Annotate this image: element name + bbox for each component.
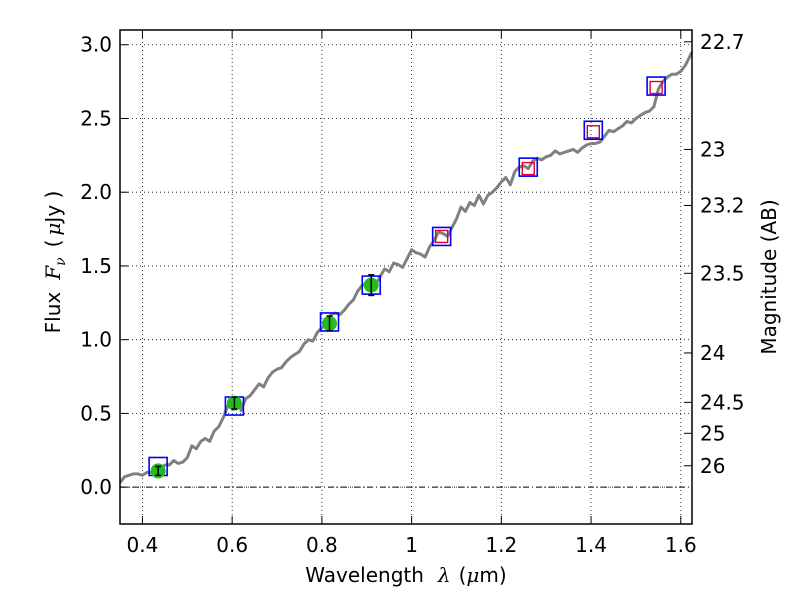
y2-tick-label: 24: [700, 341, 725, 365]
y-axis-subscript: ν: [53, 257, 69, 266]
y2-tick-label: 22.7: [700, 30, 745, 54]
x-axis-unit-mu: μ: [466, 563, 479, 587]
model-flux-square: [518, 157, 539, 177]
x-tick-label: 1.4: [575, 533, 607, 557]
y-axis-symbol: F: [41, 265, 65, 281]
y-axis-unit-mu: μ: [41, 223, 65, 236]
y-axis-unit-rest: Jy ): [41, 191, 65, 225]
y-axis-unit-open: (: [41, 240, 65, 248]
y2-tick-label: 23: [700, 137, 725, 161]
x-axis-symbol: λ: [437, 563, 451, 587]
grid-lines: [120, 30, 692, 524]
model-flux-square: [646, 76, 666, 96]
x-axis-title: Wavelength λ (μm): [305, 563, 506, 587]
x-tick-label: 1: [405, 533, 418, 557]
y-tick-label: 2.5: [80, 106, 112, 130]
y-tick-label: 0.5: [80, 401, 112, 425]
x-axis-title-text: Wavelength: [305, 563, 424, 587]
x-tick-label: 0.6: [216, 533, 248, 557]
axis-ticks: 0.4 0.6 0.8 1 1.2 1.4 1.6 0.0 0.5 1.0 1.5 2.0 2.5 3.0…: [80, 30, 744, 557]
x-tick-label: 1.2: [485, 533, 517, 557]
plot-frame: [119, 29, 693, 525]
y-tick-label: 2.0: [80, 180, 112, 204]
y2-tick-label: 25: [700, 421, 725, 445]
upper-limit-square: [521, 161, 535, 176]
y2-tick-label: 23.2: [700, 193, 745, 217]
y2-axis-title: Magnitude (AB): [757, 199, 781, 354]
data-markers: [148, 76, 666, 479]
model-flux-square: [583, 120, 604, 141]
plot-background: [120, 30, 692, 524]
y-tick-label: 1.0: [80, 328, 112, 352]
y-axis-title: Flux Fν ( μJy ): [41, 191, 69, 334]
y2-tick-label: 24.5: [700, 390, 745, 414]
x-axis-unit-open: (: [459, 563, 467, 587]
upper-limit-square: [586, 125, 601, 139]
y-tick-label: 1.5: [80, 254, 112, 278]
y-axis-title-text: Flux: [41, 292, 65, 334]
model-flux-square: [431, 226, 452, 247]
y-tick-label: 3.0: [80, 33, 112, 57]
x-tick-label: 0.8: [306, 533, 338, 557]
y2-tick-label: 26: [700, 454, 725, 478]
y2-tick-label: 23.5: [700, 261, 745, 285]
x-tick-label: 1.6: [665, 533, 697, 557]
x-axis-unit-rest: m): [479, 563, 506, 587]
upper-limit-square: [649, 80, 663, 95]
spectrum-line: [118, 51, 694, 484]
y-tick-label: 0.0: [80, 475, 112, 499]
upper-limit-square: [434, 229, 449, 244]
x-tick-label: 0.4: [127, 533, 159, 557]
